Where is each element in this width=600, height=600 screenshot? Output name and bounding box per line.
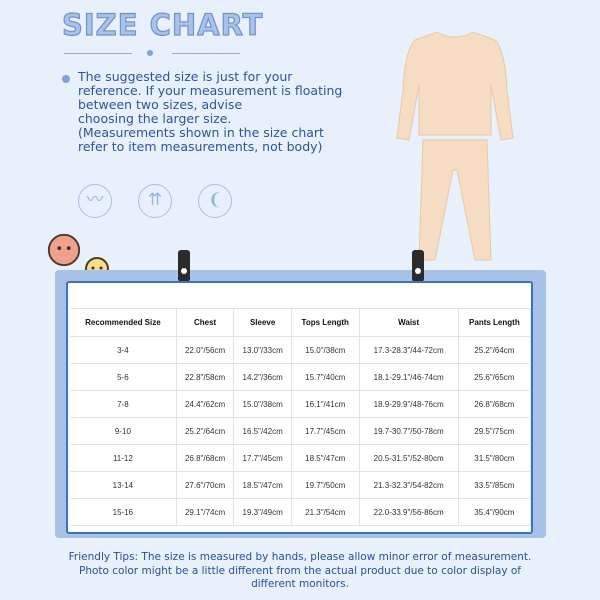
divider-dot xyxy=(147,50,153,56)
table-cell: 5-6 xyxy=(70,363,177,391)
header-chest: Chest xyxy=(175,308,235,337)
table-cell: 16.5"/42cm xyxy=(233,417,292,445)
table-cell: 11-12 xyxy=(70,444,177,472)
table-cell: 25.2"/64cm xyxy=(175,417,235,445)
table-cell: 15.7"/40cm xyxy=(290,363,360,391)
header-waist: Waist xyxy=(358,308,459,337)
breathable-icon: ⇈ xyxy=(138,184,172,218)
header-pants-length: Pants Length xyxy=(457,308,532,337)
table-cell: 20.5-31.5"/52-80cm xyxy=(358,444,459,472)
size-table-container: Recommended Size Chest Sleeve Tops Lengt… xyxy=(66,281,533,534)
table-row: 7-8 24.4"/62cm 15.0"/38cm 16.1"/41cm 18.9-29… xyxy=(70,390,532,418)
table-row: 13-14 27.6"/70cm 18.5"/47cm 19.7"/50cm 21.3-… xyxy=(70,471,532,499)
page-title: SIZE CHART xyxy=(61,7,264,42)
table-cell: 17.7"/45cm xyxy=(290,417,360,445)
header-sleeve: Sleeve xyxy=(233,308,292,337)
table-cell: 13-14 xyxy=(70,471,177,499)
table-cell: 24.4"/62cm xyxy=(175,390,235,418)
table-cell: 14.2"/36cm xyxy=(233,363,292,391)
table-cell: 25.2"/64cm xyxy=(457,336,532,364)
header-tops-length: Tops Length xyxy=(290,308,360,337)
table-cell: 15.0"/38cm xyxy=(290,336,360,364)
table-cell: 22.0"/56cm xyxy=(175,336,235,364)
table-cell: 25.6"/65cm xyxy=(457,363,532,391)
bullet-icon xyxy=(62,75,70,83)
table-cell: 18.1-29.1"/46-74cm xyxy=(358,363,459,391)
table-cell: 21.3-32.3"/54-82cm xyxy=(358,471,459,499)
table-cell: 17.7"/45cm xyxy=(233,444,292,472)
table-row: 3-4 22.0"/56cm 13.0"/33cm 15.0"/38cm 17.3-28… xyxy=(70,336,532,364)
table-row: 11-12 26.8"/68cm 17.7"/45cm 18.5"/47cm 20.5-… xyxy=(70,444,532,472)
table-cell: 9-10 xyxy=(70,417,177,445)
size-table: Recommended Size Chest Sleeve Tops Lengt… xyxy=(70,308,532,526)
table-cell: 29.5"/75cm xyxy=(457,417,532,445)
stretch-icon: ❨ xyxy=(198,184,232,218)
garment-image xyxy=(396,31,514,261)
table-row: 15-16 29.1"/74cm 19.3"/49cm 21.3"/54cm 22.0-… xyxy=(70,498,532,526)
clip-icon xyxy=(412,250,424,282)
table-cell: 13.0"/33cm xyxy=(233,336,292,364)
table-cell: 19.7-30.7"/50-78cm xyxy=(358,417,459,445)
table-cell: 29.1"/74cm xyxy=(175,498,235,526)
table-cell: 18.5"/47cm xyxy=(233,471,292,499)
table-cell: 31.5"/80cm xyxy=(457,444,532,472)
table-cell: 19.7"/50cm xyxy=(290,471,360,499)
table-cell: 7-8 xyxy=(70,390,177,418)
flower-decoration-icon xyxy=(47,233,81,267)
divider-left xyxy=(64,53,132,54)
table-row: 5-6 22.8"/58cm 14.2"/36cm 15.7"/40cm 18.1-29… xyxy=(70,363,532,391)
table-cell: 16.1"/41cm xyxy=(290,390,360,418)
table-cell: 26.8"/68cm xyxy=(175,444,235,472)
table-cell: 3-4 xyxy=(70,336,177,364)
table-cell: 19.3"/49cm xyxy=(233,498,292,526)
table-cell: 22.8"/58cm xyxy=(175,363,235,391)
table-cell: 18.9-29.9"/48-76cm xyxy=(358,390,459,418)
table-cell: 33.5"/85cm xyxy=(457,471,532,499)
table-cell: 21.3"/54cm xyxy=(290,498,360,526)
table-cell: 17.3-28.3"/44-72cm xyxy=(358,336,459,364)
table-cell: 27.6"/70cm xyxy=(175,471,235,499)
size-note: The suggested size is just for your refe… xyxy=(78,69,343,154)
friendly-tips: Friendly Tips: The size is measured by h… xyxy=(68,551,532,590)
table-cell: 18.5"/47cm xyxy=(290,444,360,472)
feather-soft-icon: 〰 xyxy=(78,184,112,218)
table-cell: 15.0"/38cm xyxy=(233,390,292,418)
table-cell: 15-16 xyxy=(70,498,177,526)
table-cell: 26.8"/68cm xyxy=(457,390,532,418)
divider-right xyxy=(172,53,240,54)
table-cell: 22.0-33.9"/56-86cm xyxy=(358,498,459,526)
table-cell: 35.4"/90cm xyxy=(457,498,532,526)
table-row: 9-10 25.2"/64cm 16.5"/42cm 17.7"/45cm 19.7-3… xyxy=(70,417,532,445)
header-size: Recommended Size xyxy=(70,308,177,337)
table-header-row: Recommended Size Chest Sleeve Tops Lengt… xyxy=(70,308,532,337)
clip-icon xyxy=(178,250,190,282)
